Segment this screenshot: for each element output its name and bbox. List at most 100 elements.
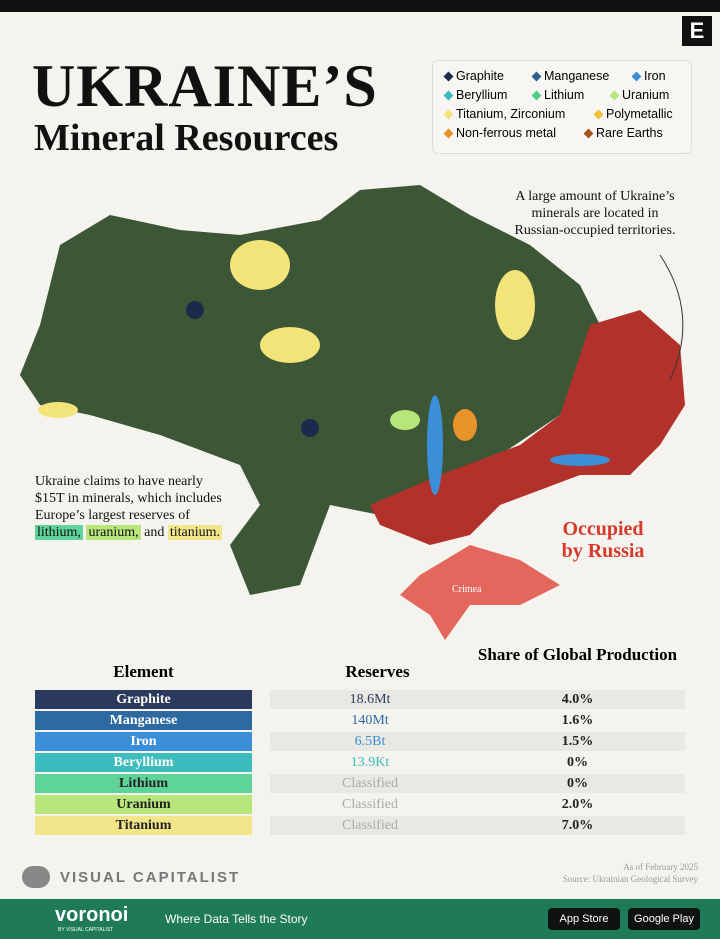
deposit xyxy=(495,270,535,340)
ukraine-land xyxy=(20,185,600,595)
legend-swatch xyxy=(443,71,454,81)
reserves-cell: 6.5Bt xyxy=(270,732,470,751)
legend-swatch xyxy=(593,109,604,119)
highlight: titanium. xyxy=(167,525,222,540)
element-cell: Manganese xyxy=(35,711,252,730)
reserves-cell: 140Mt xyxy=(270,711,470,730)
vc-icon xyxy=(22,866,50,888)
legend-label: Graphite xyxy=(456,69,504,83)
occupied-region xyxy=(370,310,685,545)
share-cell: 1.5% xyxy=(470,732,685,751)
table-row: Iron 6.5Bt 1.5% xyxy=(35,732,685,751)
share-cell: 4.0% xyxy=(470,690,685,709)
legend-swatch xyxy=(443,90,454,100)
column-header: Reserves xyxy=(345,662,410,681)
deposit xyxy=(260,327,320,363)
legend-item: Uranium xyxy=(609,88,670,102)
element-cell: Iron xyxy=(35,732,252,751)
table-row: Lithium Classified 0% xyxy=(35,774,685,793)
legend-item: Iron xyxy=(631,69,666,83)
legend-swatch xyxy=(631,71,642,81)
share-cell: 1.6% xyxy=(470,711,685,730)
banner: voronoi BY VISUAL CAPITALIST Where Data … xyxy=(0,899,720,939)
reserves-cell: 18.6Mt xyxy=(270,690,470,709)
column-header: Share of Global Production xyxy=(477,645,678,664)
element-cell: Uranium xyxy=(35,795,252,814)
share-cell: 7.0% xyxy=(470,816,685,835)
legend-item: Beryllium xyxy=(443,88,508,102)
element-cell: Graphite xyxy=(35,690,252,709)
app-store-button[interactable]: App Store xyxy=(548,908,620,930)
legend-item: Graphite xyxy=(443,69,504,83)
share-cell: 0% xyxy=(470,753,685,772)
claim-text: and xyxy=(144,525,165,540)
footer-brand: VISUAL CAPITALIST xyxy=(60,869,241,886)
annotation: A large amount of Ukraine’s minerals are… xyxy=(514,189,676,238)
legend-swatch xyxy=(531,90,542,100)
legend-swatch xyxy=(443,128,454,138)
table-row: Beryllium 13.9Kt 0% xyxy=(35,753,685,772)
legend-item: Polymetallic xyxy=(593,107,673,121)
highlight: lithium, xyxy=(35,525,83,540)
claim: Ukraine claims to have nearly $15T in mi… xyxy=(35,473,235,541)
share-cell: 2.0% xyxy=(470,795,685,814)
reserves-cell: Classified xyxy=(270,774,470,793)
legend-item: Manganese xyxy=(531,69,610,83)
table-row: Manganese 140Mt 1.6% xyxy=(35,711,685,730)
element-cell: Beryllium xyxy=(35,753,252,772)
legend-item: Non-ferrous metal xyxy=(443,126,557,140)
legend-label: Beryllium xyxy=(456,88,508,102)
element-cell: Lithium xyxy=(35,774,252,793)
legend-item: Lithium xyxy=(531,88,585,102)
crimea xyxy=(400,545,560,640)
legend-swatch xyxy=(531,71,542,81)
legend-swatch xyxy=(583,128,594,138)
legend-label: Rare Earths xyxy=(596,126,663,140)
logo[interactable]: E xyxy=(682,16,712,46)
reserves-cell: Classified xyxy=(270,795,470,814)
deposit xyxy=(453,409,477,441)
reserves-cell: 13.9Kt xyxy=(270,753,470,772)
column-header: Element xyxy=(113,662,174,681)
legend-item: Rare Earths xyxy=(583,126,663,140)
claim-text: Ukraine claims to have nearly $15T in mi… xyxy=(35,474,222,523)
deposit xyxy=(301,419,319,437)
legend-swatch xyxy=(609,90,620,100)
subtitle: Mineral Resources xyxy=(34,117,339,159)
legend-item: Titanium, Zirconium xyxy=(443,107,566,121)
table-row: Titanium Classified 7.0% xyxy=(35,816,685,835)
annotation-arrow xyxy=(659,254,684,381)
occupied-label: Occupied by Russia xyxy=(561,518,645,562)
footer-date: As of February 2025 xyxy=(623,862,698,872)
share-cell: 0% xyxy=(470,774,685,793)
title: UKRAINE’S xyxy=(32,53,378,119)
deposit xyxy=(230,240,290,290)
google-play-button[interactable]: Google Play xyxy=(628,908,700,930)
deposit xyxy=(427,395,443,495)
banner-brand[interactable]: voronoi xyxy=(55,904,129,926)
deposit xyxy=(186,301,204,319)
deposit xyxy=(550,454,610,466)
legend-label: Non-ferrous metal xyxy=(456,126,557,140)
table-row: Uranium Classified 2.0% xyxy=(35,795,685,814)
reserves-cell: Classified xyxy=(270,816,470,835)
legend-label: Titanium, Zirconium xyxy=(456,107,566,121)
map xyxy=(20,185,685,640)
top-bar xyxy=(0,0,720,12)
legend-swatch xyxy=(443,109,454,119)
legend-label: Manganese xyxy=(544,69,610,83)
legend-label: Lithium xyxy=(544,88,585,102)
legend: Graphite Manganese Iron Beryllium Lithium Ura… xyxy=(432,60,692,154)
banner-tagline: Where Data Tells the Story xyxy=(165,912,308,926)
legend-label: Polymetallic xyxy=(606,107,673,121)
legend-label: Uranium xyxy=(622,88,670,102)
table-row: Graphite 18.6Mt 4.0% xyxy=(35,690,685,709)
crimea-label: Crimea xyxy=(452,584,482,595)
deposit xyxy=(390,410,420,430)
deposit xyxy=(38,402,78,418)
footer-source: Source: Ukrainian Geological Survey xyxy=(562,874,698,884)
legend-label: Iron xyxy=(644,69,666,83)
banner-sub: BY VISUAL CAPITALIST xyxy=(58,927,114,933)
highlight: uranium, xyxy=(86,525,141,540)
